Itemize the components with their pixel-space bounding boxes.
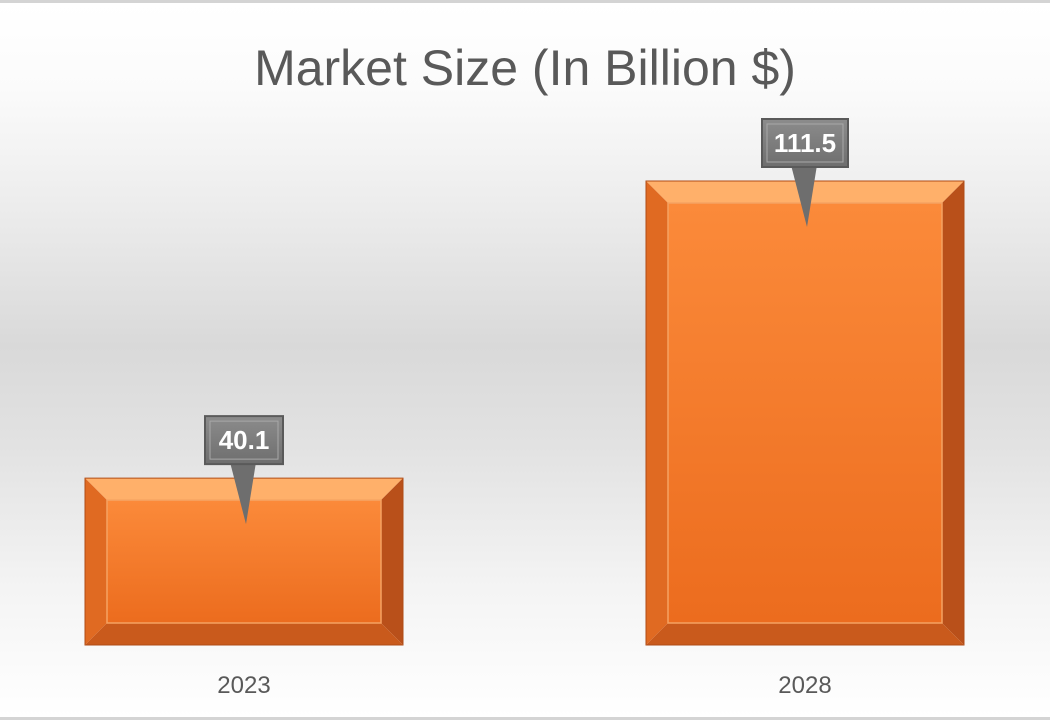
x-tick-label-2028: 2028 (778, 672, 831, 699)
chart-title: Market Size (In Billion $) (254, 40, 796, 96)
data-label-2023: 40.1 (204, 415, 284, 525)
bar-2023 (84, 477, 404, 646)
data-label-text: 40.1 (219, 425, 270, 455)
chart-plot: 40.1 111.5 2023 2028 (84, 118, 965, 699)
data-label-text: 111.5 (774, 128, 836, 158)
bar-2028 (645, 180, 965, 646)
data-label-2028: 111.5 (761, 118, 849, 227)
x-tick-label-2023: 2023 (217, 672, 270, 699)
